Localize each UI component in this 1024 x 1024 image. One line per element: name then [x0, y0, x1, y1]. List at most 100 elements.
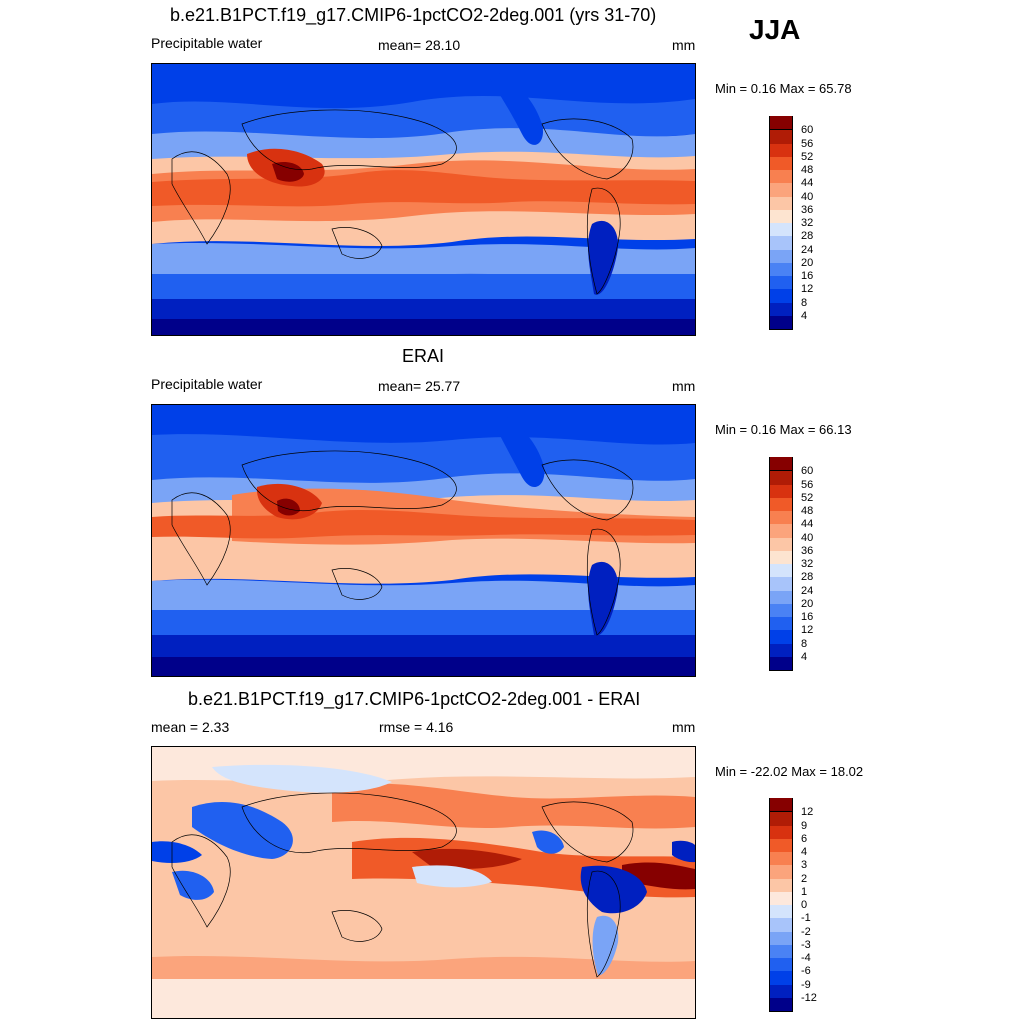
colorbar-tick-label: 44: [801, 177, 814, 190]
colorbar-tick-label: 9: [801, 819, 808, 832]
colorbar-swatch: [770, 798, 792, 812]
colorbar-tick-label: -12: [801, 991, 817, 1004]
panel-1-minmax-label: Min = 0.16 Max = 65.78: [715, 81, 852, 96]
colorbar-swatch: [770, 811, 792, 826]
panel-2-unit-label: mm: [672, 378, 696, 394]
colorbar-tick-label: 40: [801, 531, 814, 544]
colorbar-tick-label: 52: [801, 491, 814, 504]
colorbar-swatch: [770, 457, 792, 471]
season-label: JJA: [749, 14, 801, 45]
colorbar-tick-label: 3: [801, 859, 808, 872]
colorbar-tick-label: 48: [801, 164, 814, 176]
colorbar-swatch: [770, 616, 792, 631]
colorbar-tick-label: -2: [801, 925, 811, 938]
panel-3-rmse-label: rmse = 4.16: [379, 719, 454, 735]
colorbar-swatch: [770, 496, 792, 511]
colorbar-tick-label: 12: [801, 806, 814, 819]
colorbar-swatch: [770, 222, 792, 237]
colorbar-tick-label: -9: [801, 978, 811, 991]
colorbar-tick-label: 56: [801, 137, 814, 150]
colorbar-swatch: [770, 629, 792, 644]
colorbar-tick-label: 32: [801, 558, 814, 570]
colorbar-tick-label: 20: [801, 256, 814, 269]
colorbar-swatch: [770, 536, 792, 551]
colorbar-swatch: [770, 182, 792, 197]
panel-1-variable-label: Precipitable water: [151, 35, 263, 51]
colorbar-swatch: [770, 943, 792, 958]
panel-2-map-field: [152, 405, 695, 676]
colorbar-swatch: [770, 129, 792, 144]
colorbar-swatch: [770, 549, 792, 564]
colorbar-swatch: [770, 851, 792, 866]
colorbar-swatch: [770, 983, 792, 998]
colorbar-swatch: [770, 523, 792, 538]
colorbar-tick-label: 28: [801, 571, 814, 584]
colorbar-swatch: [770, 996, 792, 1011]
panel-1-map: [151, 63, 696, 336]
colorbar-tick-label: 40: [801, 190, 814, 203]
colorbar-swatch: [770, 169, 792, 184]
colorbar-swatch: [770, 563, 792, 578]
colorbar-tick-label: 52: [801, 150, 814, 163]
colorbar-tick-label: 16: [801, 611, 814, 623]
colorbar-swatch: [770, 864, 792, 879]
colorbar-tick-label: 56: [801, 478, 814, 491]
colorbar-swatch: [770, 195, 792, 210]
colorbar-tick-label: 36: [801, 203, 814, 216]
colorbar-swatch: [770, 155, 792, 170]
colorbar-swatch: [770, 655, 792, 670]
colorbar-tick-label: 8: [801, 296, 808, 309]
colorbar-swatch: [770, 301, 792, 316]
colorbar-tick-label: 4: [801, 309, 808, 322]
colorbar-swatch: [770, 288, 792, 303]
colorbar-swatch: [770, 314, 792, 329]
colorbar-swatch: [770, 248, 792, 263]
panel-2-title: ERAI: [402, 346, 445, 366]
colorbar-tick-label: 28: [801, 230, 814, 243]
colorbar-tick-label: 8: [801, 637, 808, 650]
panel-2-minmax-label: Min = 0.16 Max = 66.13: [715, 422, 852, 437]
colorbar-tick-label: -3: [801, 938, 811, 951]
colorbar-swatch: [770, 930, 792, 945]
colorbar-swatch: [770, 589, 792, 604]
colorbar-tick-label: 2: [801, 872, 808, 885]
colorbar-swatch: [770, 904, 792, 919]
panel-1-map-field: [152, 64, 695, 335]
colorbar-swatch: [770, 837, 792, 852]
colorbar-swatch: [770, 510, 792, 525]
colorbar-tick-label: 6: [801, 832, 808, 845]
panel-3-map: [151, 746, 696, 1019]
colorbar-swatch: [770, 261, 792, 276]
panel-2-variable-label: Precipitable water: [151, 376, 263, 392]
colorbar-tick-label: 24: [801, 243, 814, 256]
colorbar-tick-label: 4: [801, 650, 808, 663]
panel-3-mean-label: mean = 2.33: [151, 719, 230, 735]
colorbar-swatch: [770, 470, 792, 485]
colorbar-tick-label: 32: [801, 217, 814, 229]
colorbar-tick-label: 16: [801, 270, 814, 282]
panel-2-map: [151, 404, 696, 677]
colorbar-tick-label: 48: [801, 505, 814, 517]
colorbar-tick-label: 1: [801, 885, 808, 898]
panel-3-map-field: [152, 747, 695, 1018]
colorbar-swatch: [770, 483, 792, 498]
colorbar-swatch: [770, 824, 792, 839]
colorbar-swatch: [770, 917, 792, 932]
colorbar-tick-label: -4: [801, 952, 811, 964]
colorbar-swatch: [770, 877, 792, 892]
colorbar-tick-label: 12: [801, 624, 814, 637]
colorbar-swatch: [770, 970, 792, 985]
colorbar-tick-label: 44: [801, 518, 814, 531]
panel-1-unit-label: mm: [672, 37, 696, 53]
panel-2-mean-label: mean= 25.77: [378, 378, 461, 394]
colorbar-swatch: [770, 890, 792, 905]
colorbar-tick-label: 20: [801, 597, 814, 610]
colorbar-swatch: [770, 142, 792, 157]
panel-3-minmax-label: Min = -22.02 Max = 18.02: [715, 764, 864, 779]
colorbar-tick-label: 60: [801, 124, 814, 137]
panel-3-unit-label: mm: [672, 719, 696, 735]
colorbar-tick-label: -1: [801, 912, 811, 925]
colorbar-swatch: [770, 275, 792, 290]
colorbar-tick-label: 4: [801, 846, 808, 858]
colorbar-tick-label: 12: [801, 283, 814, 296]
